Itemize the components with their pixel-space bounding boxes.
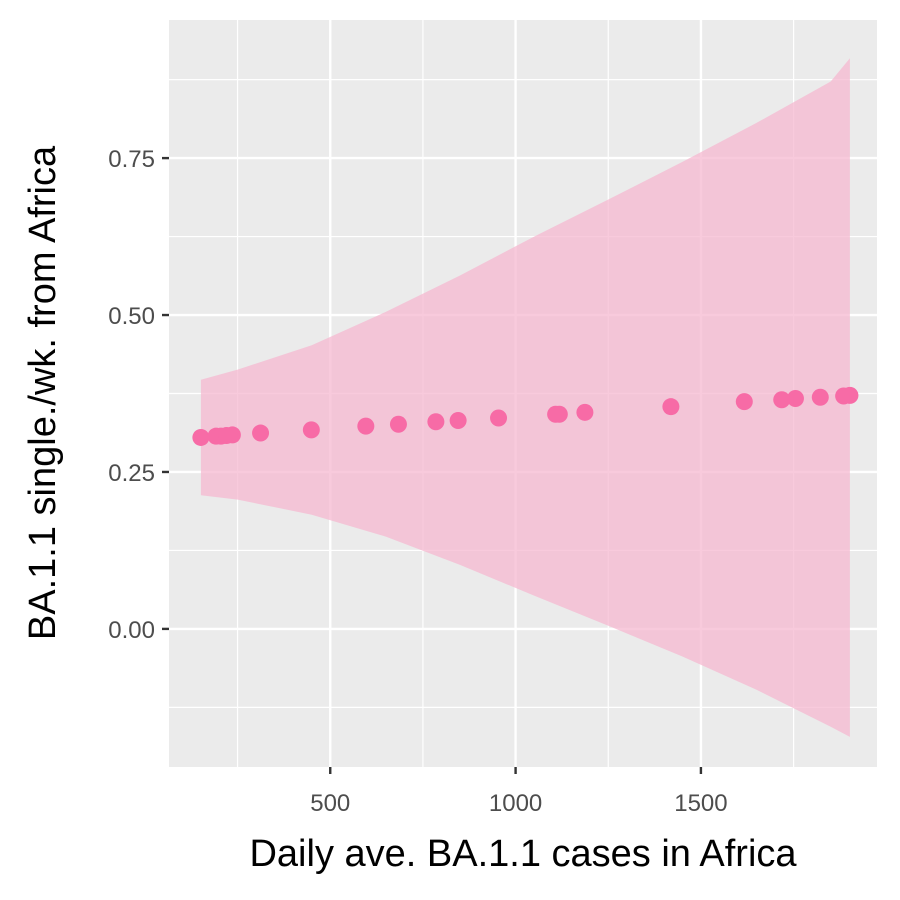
- data-point: [357, 417, 375, 435]
- x-axis-title: Daily ave. BA.1.1 cases in Africa: [249, 833, 797, 875]
- data-points: [192, 386, 859, 446]
- data-point: [576, 403, 594, 421]
- data-point: [302, 421, 320, 439]
- data-point: [223, 426, 241, 444]
- data-point: [786, 390, 804, 408]
- y-tick-label: 0.75: [108, 146, 155, 173]
- y-tick-label: 0.00: [108, 617, 155, 644]
- y-tick-label: 0.50: [108, 303, 155, 330]
- x-axis-ticks: 500 1000 1500: [310, 767, 728, 817]
- data-point: [252, 424, 270, 442]
- data-point: [773, 391, 791, 409]
- data-point: [811, 388, 829, 406]
- data-point: [389, 415, 407, 433]
- data-point: [841, 386, 859, 404]
- x-tick-label: 1000: [489, 790, 542, 817]
- y-tick-label: 0.25: [108, 460, 155, 487]
- data-point: [662, 398, 680, 416]
- data-point: [427, 413, 445, 431]
- data-point: [490, 409, 508, 427]
- data-point: [449, 411, 467, 429]
- data-point: [550, 405, 568, 423]
- y-axis-title: BA.1.1 single./wk. from Africa: [22, 145, 64, 640]
- confidence-ribbon: [200, 58, 850, 737]
- x-tick-label: 1500: [674, 790, 727, 817]
- data-point: [735, 393, 753, 411]
- y-axis-ticks: 0.00 0.25 0.50 0.75: [108, 146, 169, 644]
- data-point: [192, 428, 210, 446]
- x-tick-label: 500: [310, 790, 350, 817]
